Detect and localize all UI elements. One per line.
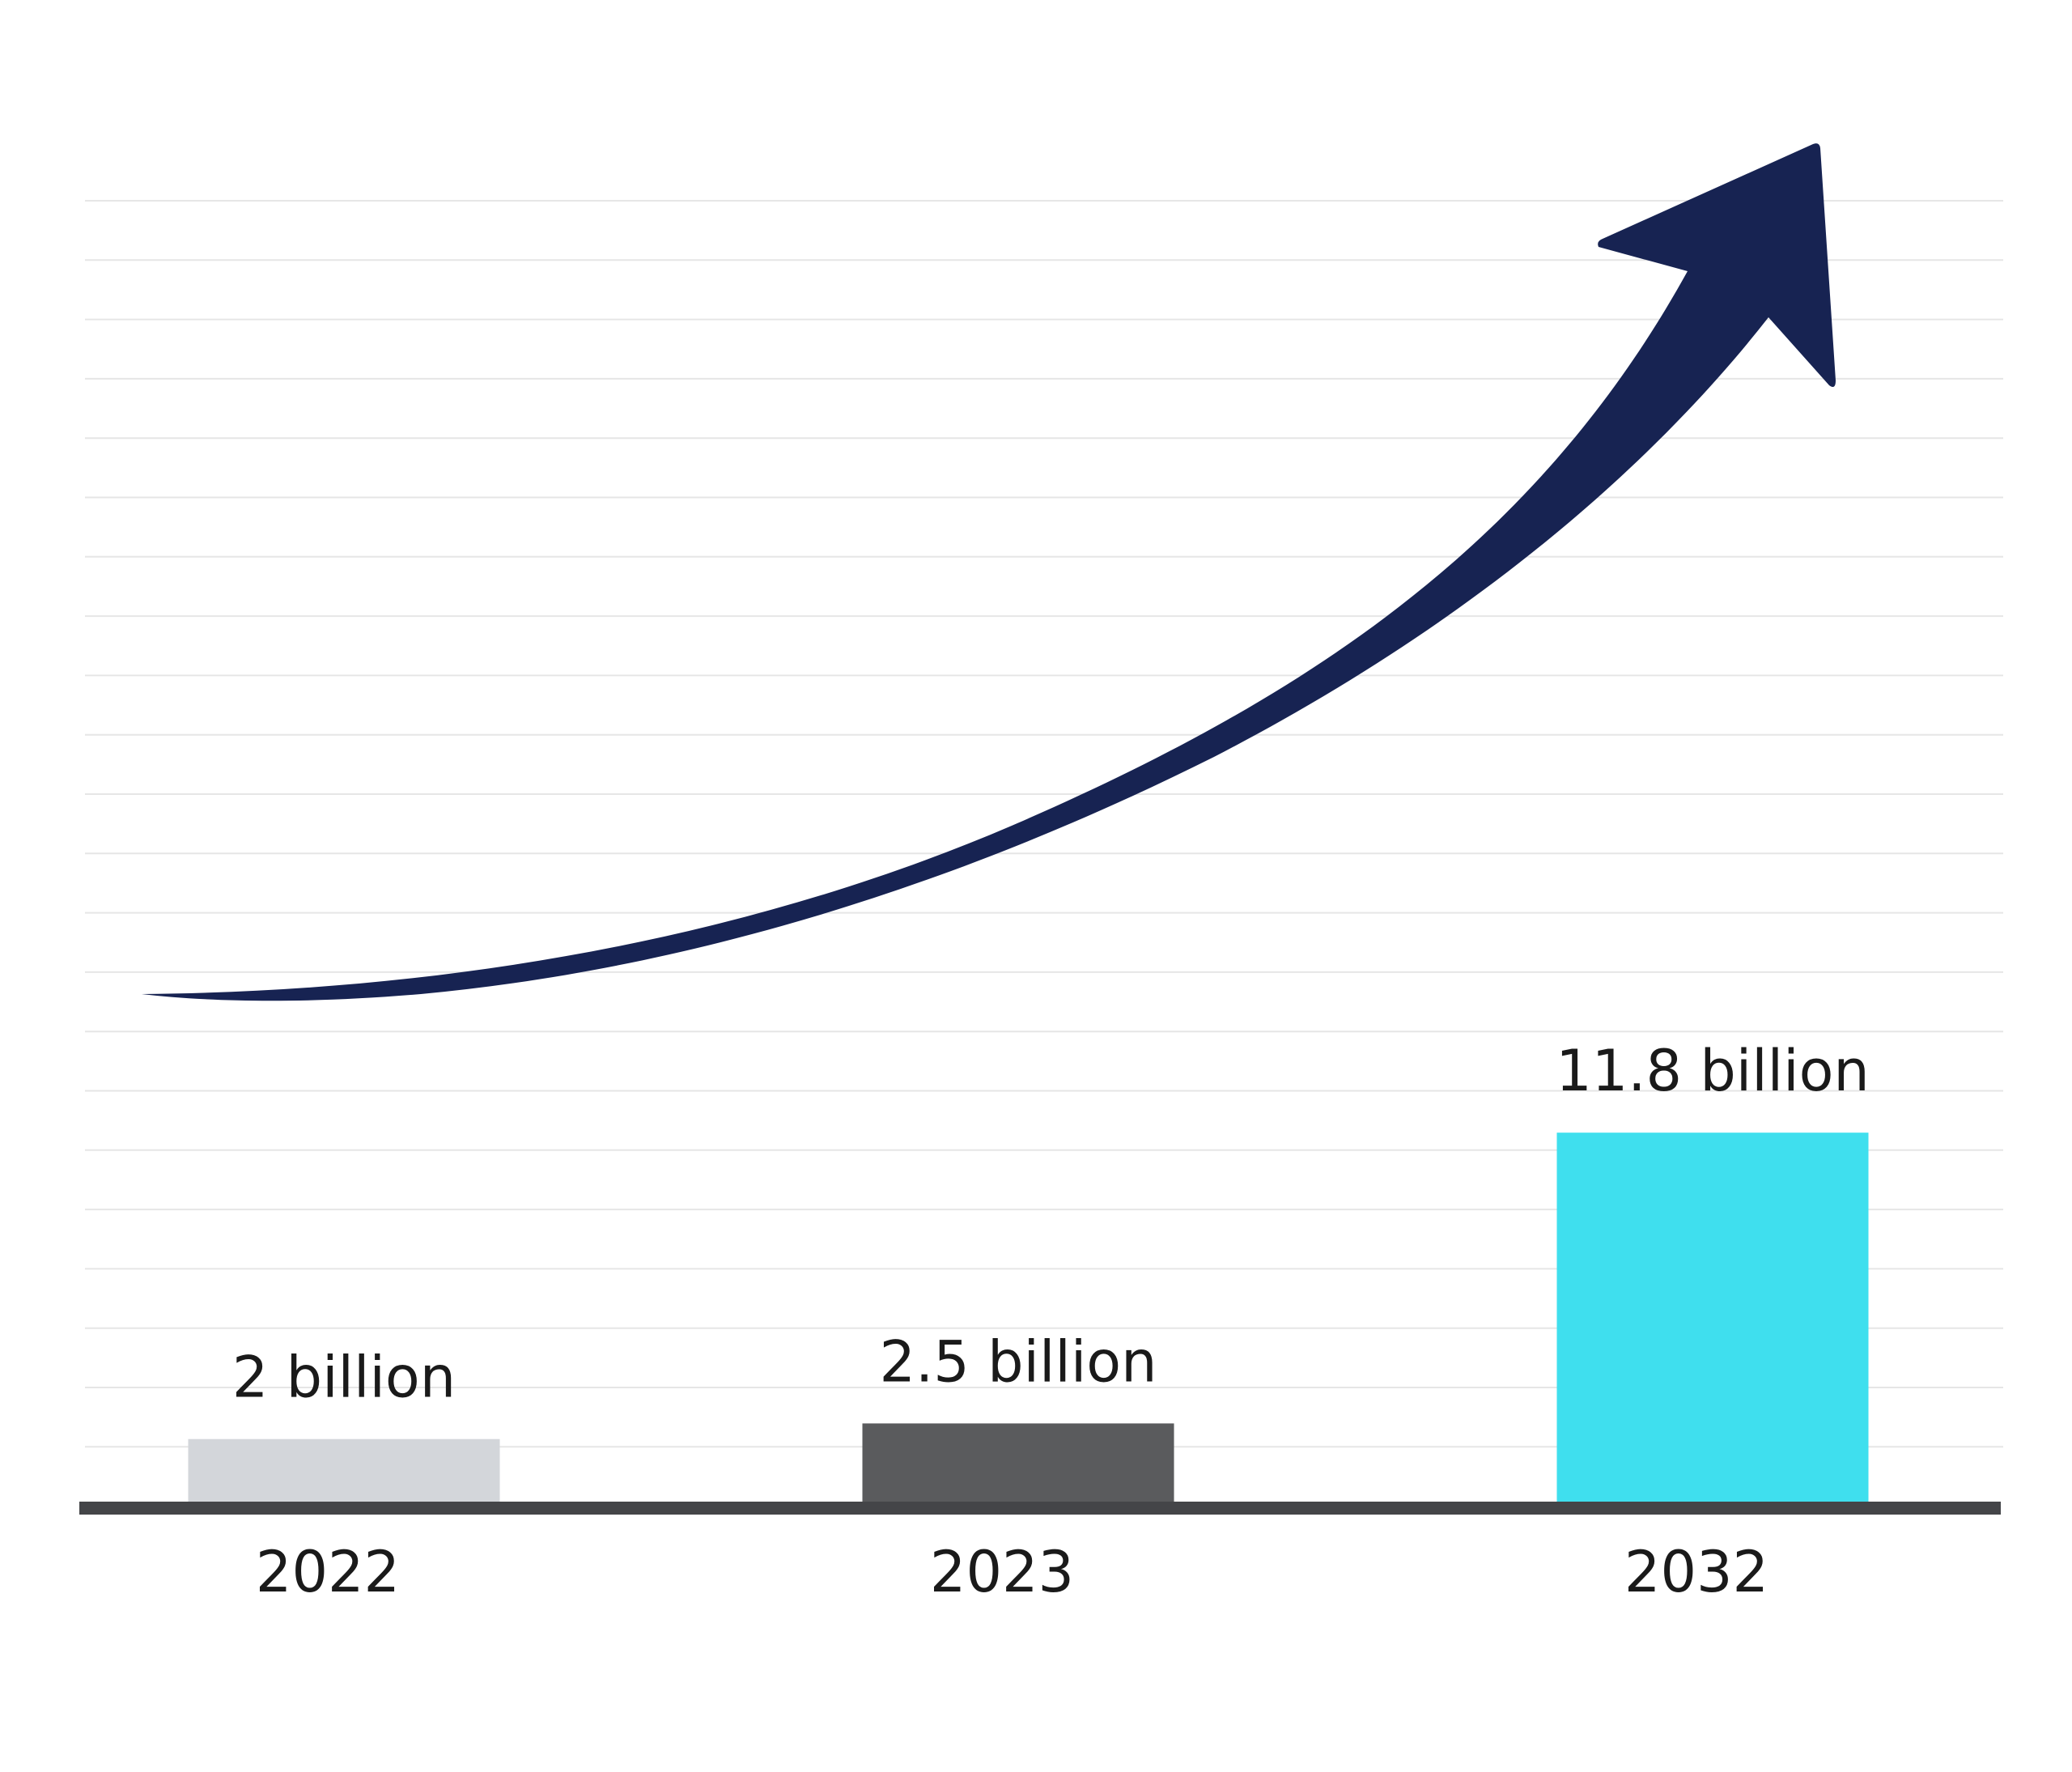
x-axis-baseline: [79, 1502, 2001, 1515]
value-label-2032: 11.8 billion: [1556, 1038, 1870, 1104]
growth-trend-arrow: [142, 143, 1836, 1001]
bar-2032: [1556, 1132, 1869, 1502]
value-label-2022: 2 billion: [232, 1345, 456, 1411]
x-tick-label-2022: 2022: [256, 1539, 400, 1605]
value-label-2023: 2.5 billion: [880, 1328, 1157, 1395]
x-tick-label-2032: 2032: [1624, 1539, 1768, 1605]
x-tick-labels: 2022 2023 2032: [256, 1539, 1768, 1605]
value-labels: 2 billion 2.5 billion 11.8 billion: [232, 1038, 1870, 1411]
bar-2023: [862, 1423, 1174, 1502]
bars: [188, 1132, 1869, 1502]
x-tick-label-2023: 2023: [930, 1539, 1074, 1605]
bar-2022: [188, 1438, 500, 1502]
